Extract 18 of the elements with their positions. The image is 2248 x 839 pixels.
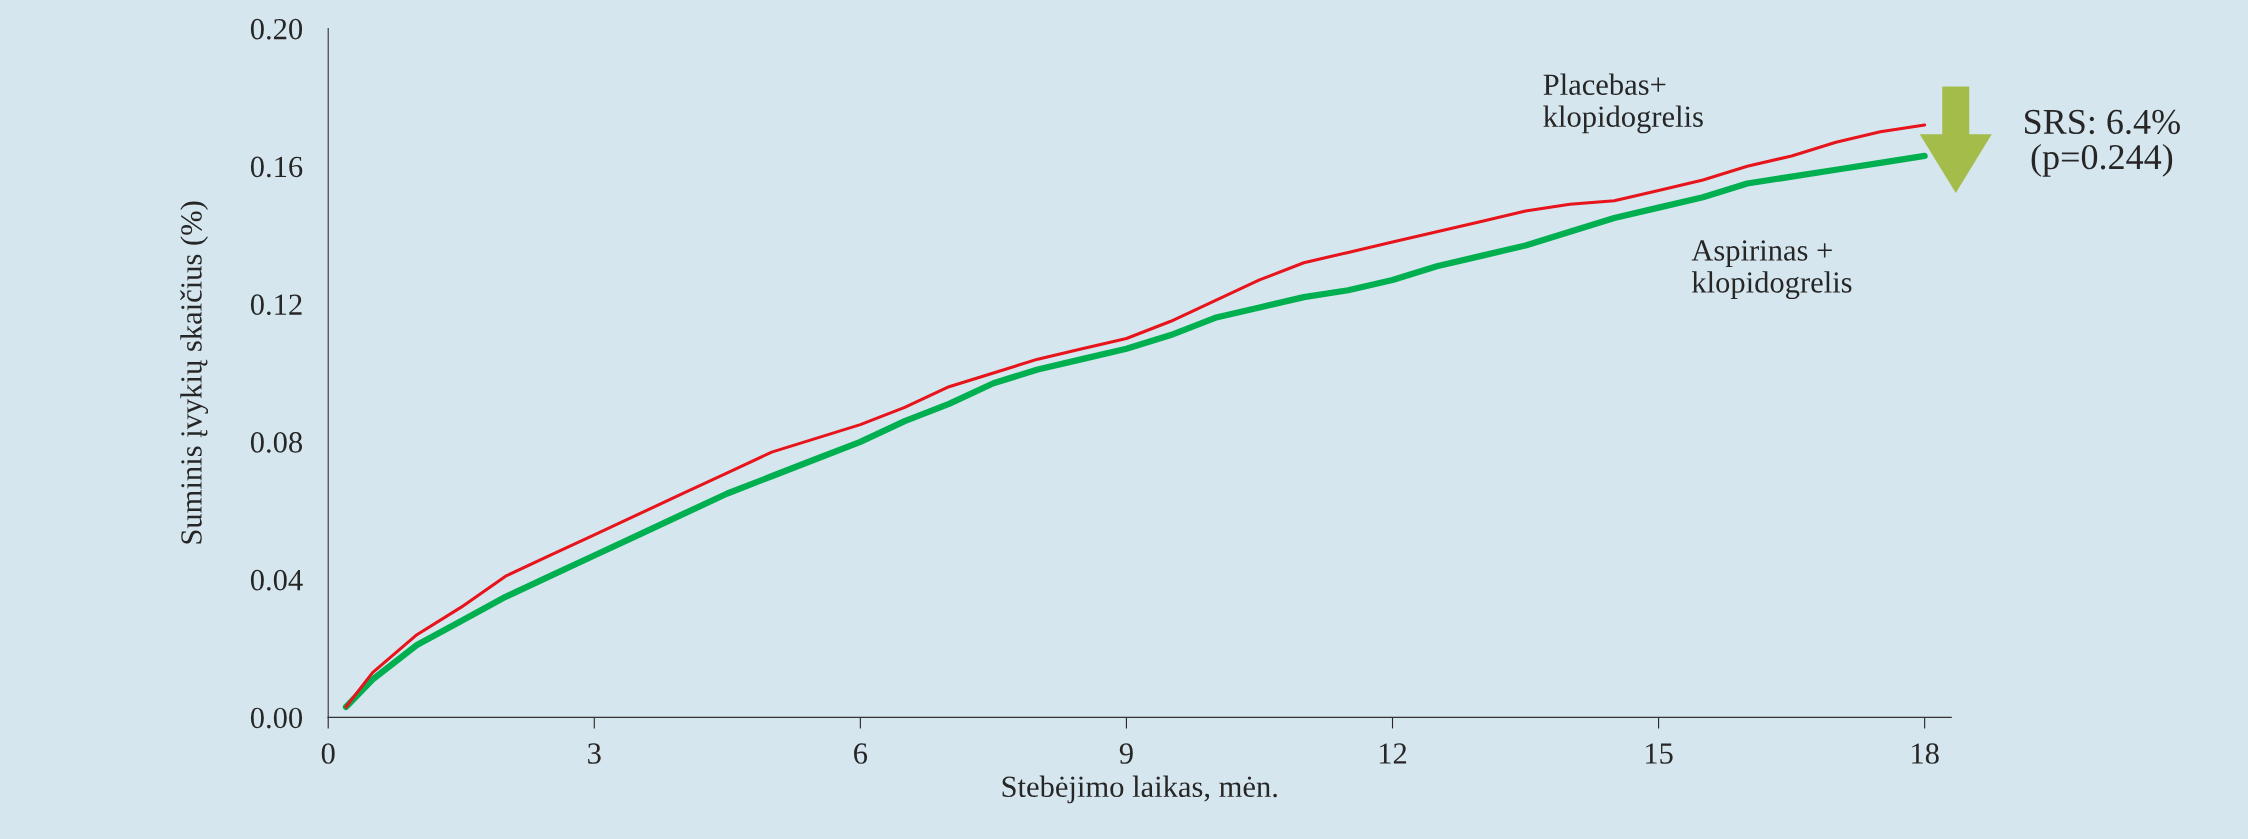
y-axis-title: Suminis įvykių skaičius (%) xyxy=(180,201,209,544)
x-tick-label: 15 xyxy=(1645,743,1673,764)
series-label: Placebas+ klopidogrelis xyxy=(1543,73,1703,134)
series-label: Aspirinas + klopidogrelis xyxy=(1691,240,1852,300)
x-tick-label: 9 xyxy=(1119,743,1133,764)
y-tick-label: 0.00 xyxy=(250,707,303,729)
x-tick-label: 3 xyxy=(588,743,601,764)
y-tick-label: 0.16 xyxy=(250,156,303,178)
x-tick-label: 18 xyxy=(1912,743,1939,764)
y-tick-label: 0.08 xyxy=(250,432,303,453)
y-tick-label: 0.12 xyxy=(250,294,302,316)
x-tick-label: 0 xyxy=(321,743,335,764)
x-tick-label: 6 xyxy=(854,743,868,764)
text: SRS: 6.4% (p=0.244) xyxy=(2025,109,2180,177)
x-tick-label: 12 xyxy=(1379,743,1407,764)
x-axis-title: Stebėjimo laikas, mėn. xyxy=(1002,775,1277,804)
y-tick-label: 0.20 xyxy=(250,18,303,40)
y-tick-label: 0.04 xyxy=(250,569,303,591)
